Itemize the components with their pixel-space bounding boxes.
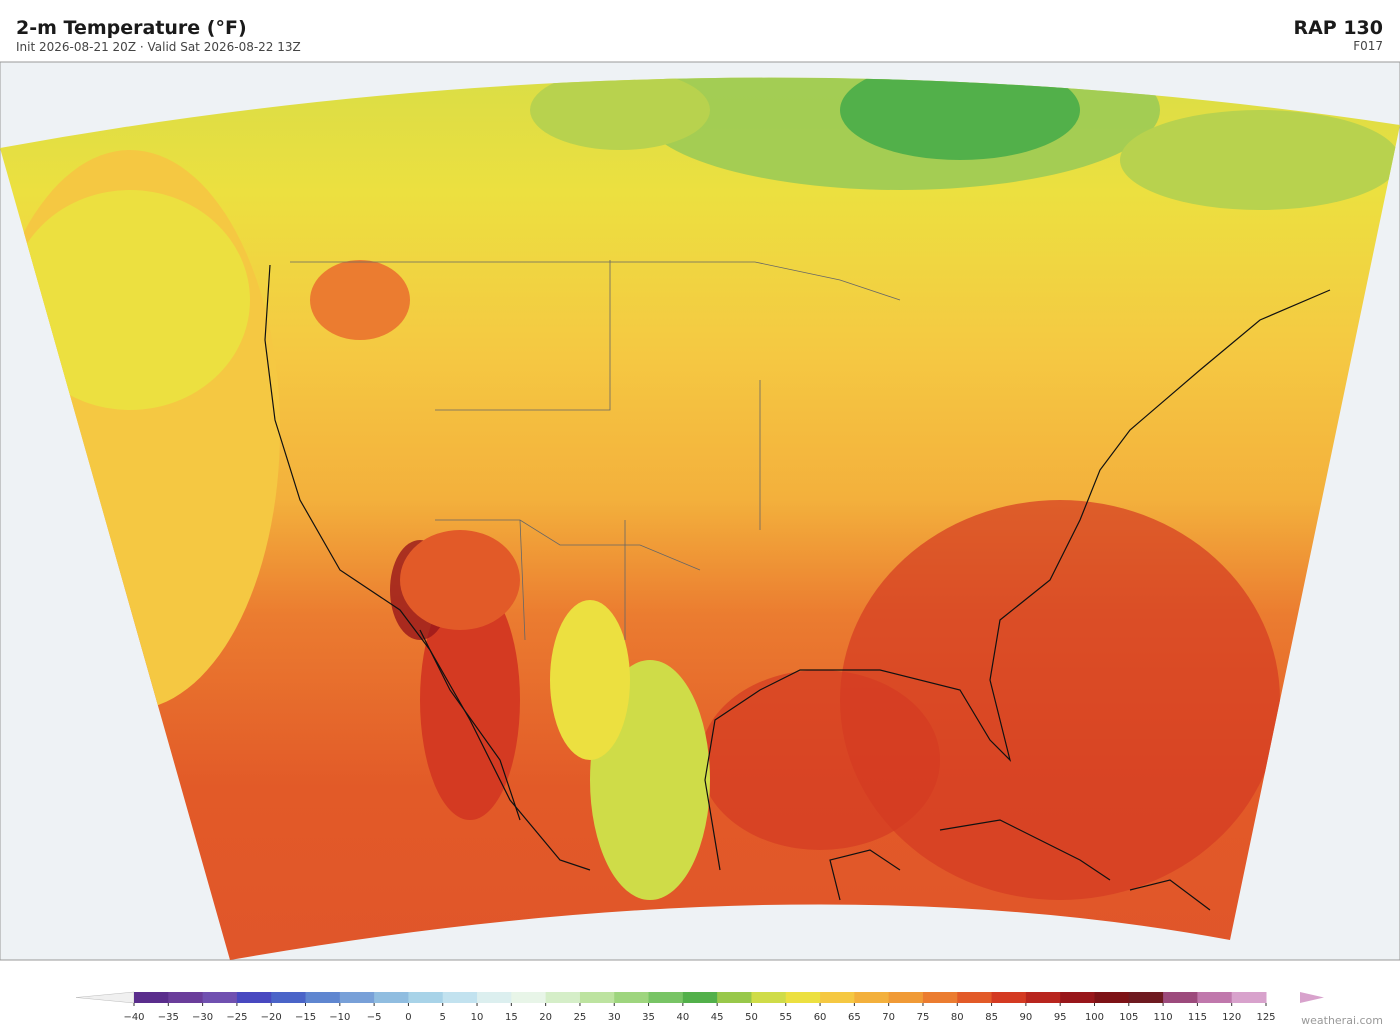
colorbar-segment xyxy=(785,992,821,1003)
colorbar-segment xyxy=(888,992,924,1003)
map xyxy=(0,61,1400,961)
colorbar-segment xyxy=(820,992,855,1003)
colorbar-tick-label: −10 xyxy=(329,1012,350,1023)
colorbar-segment xyxy=(922,992,958,1003)
colorbar-tick-label: 55 xyxy=(779,1012,792,1023)
colorbar: −40 −35 −30 −25 −20 −15 −10 −5 0 5 10 15 20 25 30 35 40 4… xyxy=(75,991,1324,1023)
colorbar-tick-label: 65 xyxy=(848,1012,861,1023)
colorbar-segment xyxy=(271,992,307,1003)
colorbar-segment xyxy=(511,992,547,1003)
colorbar-segment xyxy=(236,992,272,1003)
colorbar-tick-label: −15 xyxy=(295,1012,316,1023)
colorbar-segment xyxy=(1231,992,1267,1003)
colorbar-segment xyxy=(1197,992,1233,1003)
colorbar-tick-label: 20 xyxy=(539,1012,552,1023)
colorbar-tick-label: 35 xyxy=(642,1012,655,1023)
colorbar-tick-label: 105 xyxy=(1119,1012,1138,1023)
colorbar-tick-label: 95 xyxy=(1054,1012,1067,1023)
coastlines xyxy=(264,264,1331,911)
colorbar-segment xyxy=(339,992,375,1003)
colorbar-tick-label: 40 xyxy=(676,1012,689,1023)
temperature-field xyxy=(0,77,1400,961)
colorbar-segment xyxy=(648,992,684,1003)
colorbar-segment xyxy=(374,992,409,1003)
colorbar-segment xyxy=(305,992,341,1003)
colorbar-segment xyxy=(1128,992,1164,1003)
colorbar-tick-label: −30 xyxy=(192,1012,213,1023)
colorbar-tick-label: 60 xyxy=(814,1012,827,1023)
colorbar-tick-label: 70 xyxy=(882,1012,895,1023)
colorbar-tick-label: 125 xyxy=(1256,1012,1275,1023)
colorbar-tick-label: 30 xyxy=(608,1012,621,1023)
colorbar-segment xyxy=(991,992,1027,1003)
colorbar-segment xyxy=(614,992,650,1003)
colorbar-segment xyxy=(1094,992,1130,1003)
colorbar-segment xyxy=(717,992,752,1003)
borders xyxy=(290,260,901,641)
colorbar-segment xyxy=(408,992,444,1003)
forecast-hour: F017 xyxy=(1353,39,1383,53)
colorbar-segment xyxy=(1060,992,1095,1003)
subtitle: Init 2026-08-21 20Z · Valid Sat 2026-08-… xyxy=(16,40,301,54)
model: RAP 130 xyxy=(1293,17,1383,39)
colorbar-segment xyxy=(1025,992,1061,1003)
colorbar-extension xyxy=(1300,992,1324,1003)
colorbar-segment xyxy=(854,992,890,1003)
colorbar-segment xyxy=(134,992,169,1003)
title: 2-m Temperature (°F) xyxy=(16,17,247,39)
colorbar-tick-label: 110 xyxy=(1154,1012,1173,1023)
colorbar-segment xyxy=(682,992,718,1003)
colorbar-tick-label: 25 xyxy=(574,1012,587,1023)
colorbar-segment xyxy=(202,992,238,1003)
colorbar-segment xyxy=(579,992,615,1003)
colorbar-tick-label: −40 xyxy=(123,1012,144,1023)
colorbar-segment xyxy=(477,992,512,1003)
colorbar-tick-label: 10 xyxy=(471,1012,484,1023)
credit: weatherai.com xyxy=(1301,1014,1383,1027)
colorbar-tick-label: 75 xyxy=(917,1012,930,1023)
colorbar-tick-label: 45 xyxy=(711,1012,724,1023)
colorbar-tick-label: 5 xyxy=(440,1012,446,1023)
colorbar-tick-label: 115 xyxy=(1188,1012,1207,1023)
colorbar-tick-label: 85 xyxy=(985,1012,998,1023)
colorbar-tick-label: −25 xyxy=(226,1012,247,1023)
colorbar-segment xyxy=(545,992,581,1003)
colorbar-tick-label: 15 xyxy=(505,1012,518,1023)
colorbar-tick-label: 80 xyxy=(951,1012,964,1023)
colorbar-tick-label: −5 xyxy=(367,1012,382,1023)
colorbar-tick-label: 0 xyxy=(405,1012,411,1023)
colorbar-tick-label: 100 xyxy=(1085,1012,1104,1023)
colorbar-segment xyxy=(957,992,993,1003)
colorbar-segment xyxy=(442,992,478,1003)
colorbar-tick-label: −35 xyxy=(158,1012,179,1023)
colorbar-extension xyxy=(75,991,135,1004)
colorbar-tick-label: −20 xyxy=(261,1012,282,1023)
colorbar-segment xyxy=(1163,992,1198,1003)
colorbar-segment xyxy=(751,992,787,1003)
colorbar-tick-label: 90 xyxy=(1020,1012,1033,1023)
colorbar-tick-label: 50 xyxy=(745,1012,758,1023)
colorbar-tick-label: 120 xyxy=(1222,1012,1241,1023)
colorbar-segment xyxy=(168,992,204,1003)
